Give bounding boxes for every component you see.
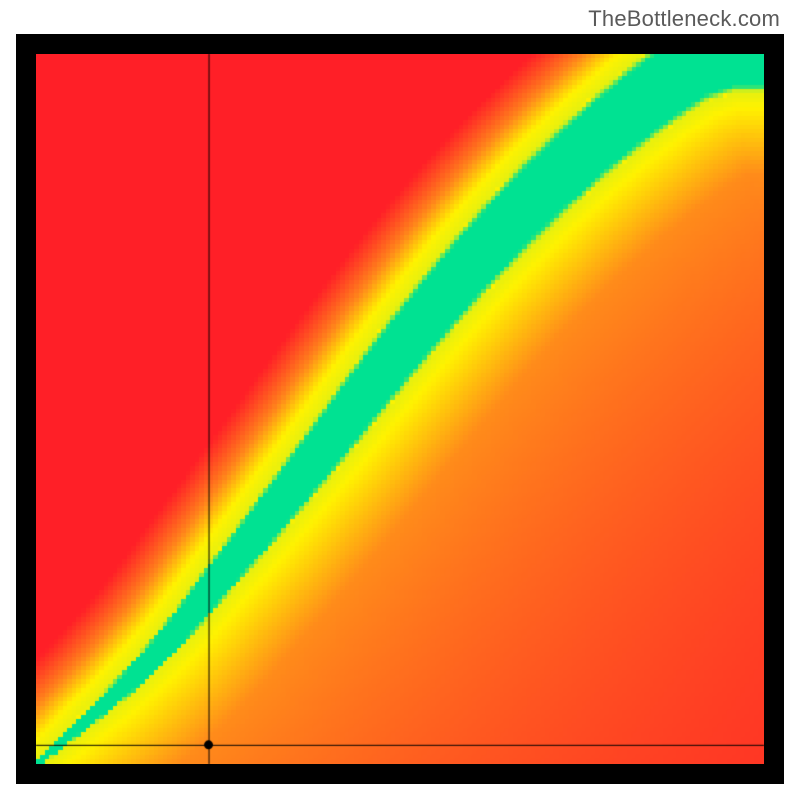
crosshair-overlay — [16, 34, 784, 784]
watermark-text: TheBottleneck.com — [588, 6, 780, 32]
heatmap-frame — [16, 34, 784, 784]
